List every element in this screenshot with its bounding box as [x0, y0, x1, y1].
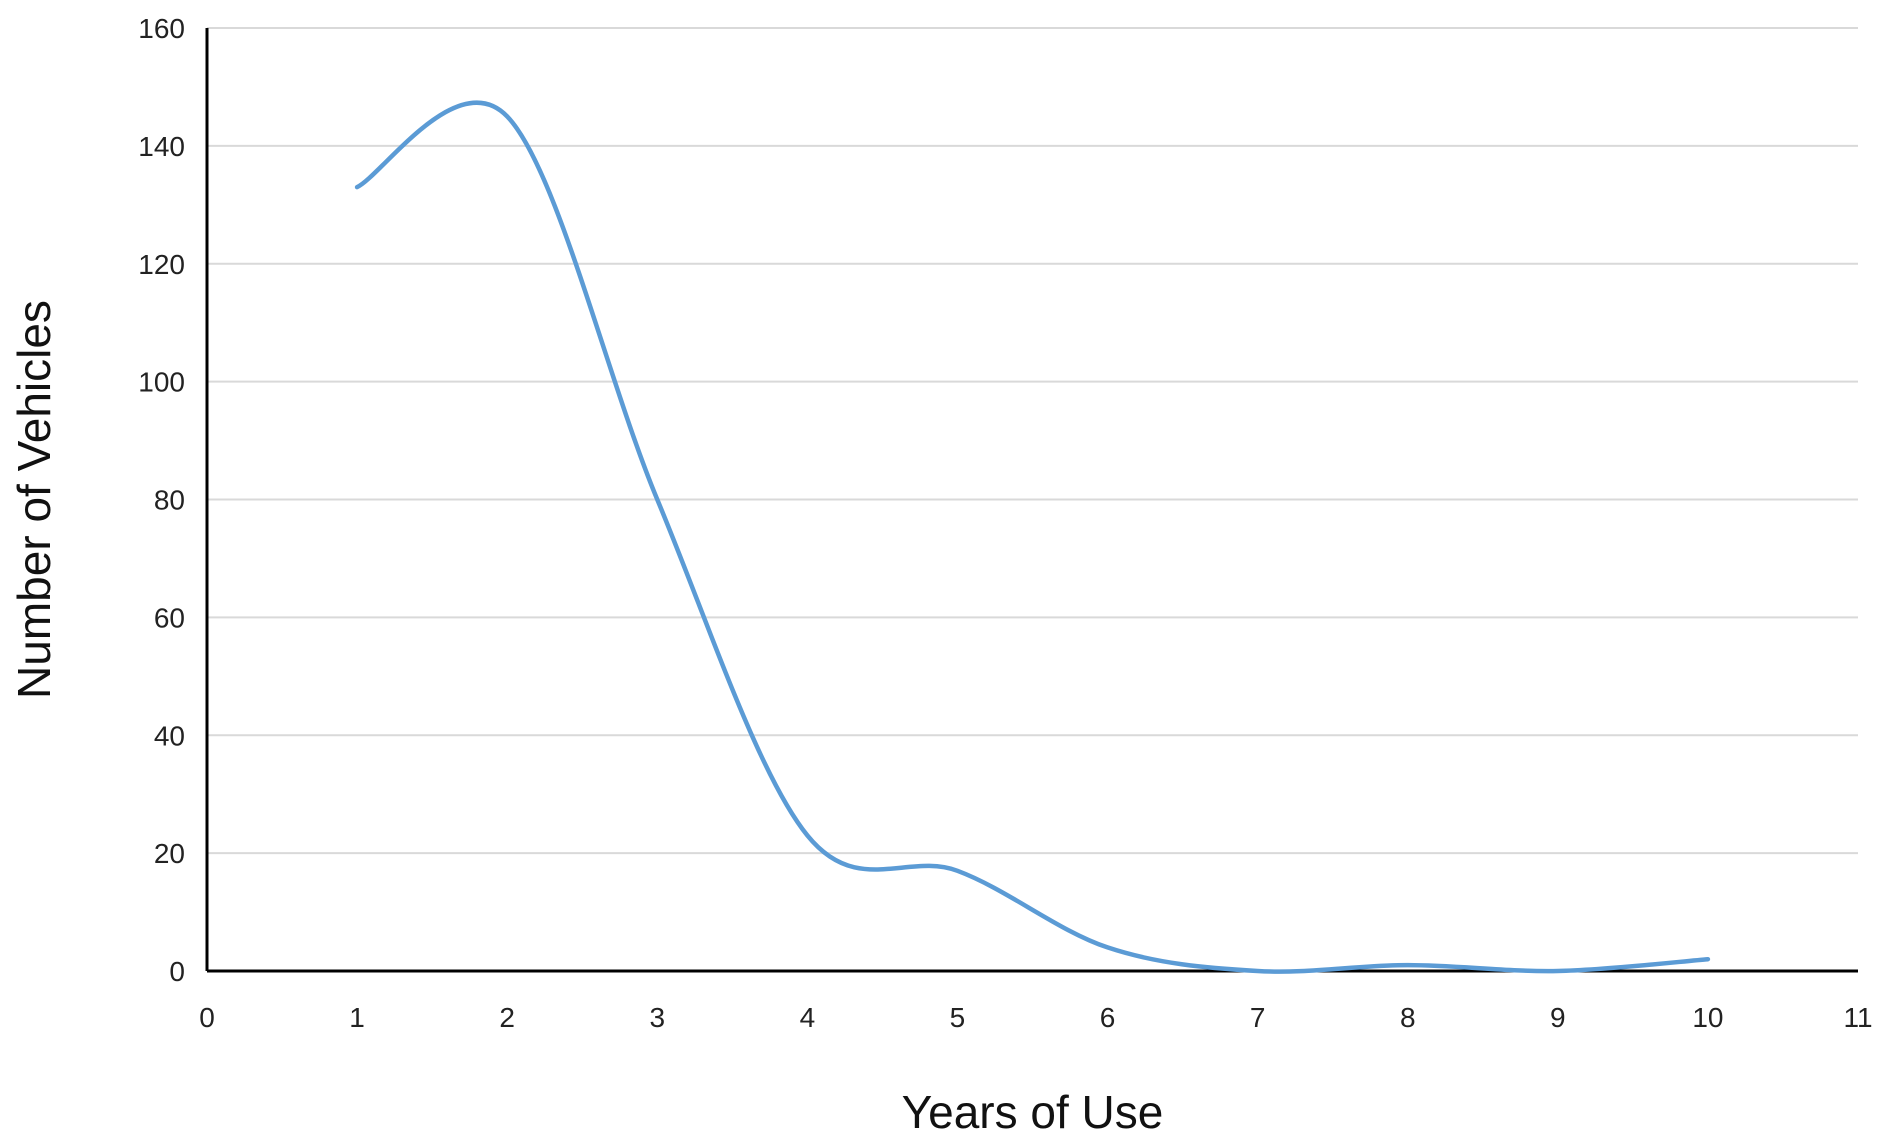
- y-tick-label: 60: [154, 602, 185, 633]
- x-axis-tick-labels: 0 1 2 3 4 5 6 7 8 9 10 11: [199, 1002, 1872, 1033]
- y-tick-label: 80: [154, 485, 185, 516]
- gridlines: [207, 27, 1858, 855]
- y-tick-label: 140: [138, 131, 185, 162]
- y-axis-title: Number of Vehicles: [8, 300, 60, 699]
- series-line: [354, 100, 1711, 974]
- y-tick-label: 120: [138, 249, 185, 280]
- y-tick-label: 0: [169, 956, 185, 987]
- y-tick-label: 20: [154, 838, 185, 869]
- x-axis-title: Years of Use: [902, 1086, 1164, 1138]
- x-tick-label: 4: [800, 1002, 816, 1033]
- x-tick-label: 8: [1400, 1002, 1416, 1033]
- x-tick-label: 10: [1692, 1002, 1723, 1033]
- x-tick-label: 5: [950, 1002, 966, 1033]
- x-tick-label: 1: [349, 1002, 365, 1033]
- x-tick-label: 11: [1843, 1002, 1872, 1033]
- x-tick-label: 0: [199, 1002, 215, 1033]
- x-tick-label: 3: [649, 1002, 665, 1033]
- x-tick-label: 9: [1550, 1002, 1566, 1033]
- x-tick-label: 7: [1250, 1002, 1266, 1033]
- y-axis-tick-labels: 0 20 40 60 80 100 120 140 160: [138, 13, 185, 987]
- x-tick-label: 6: [1100, 1002, 1116, 1033]
- x-tick-label: 2: [499, 1002, 515, 1033]
- y-tick-label: 160: [138, 13, 185, 44]
- y-tick-label: 40: [154, 720, 185, 751]
- y-tick-label: 100: [138, 367, 185, 398]
- series-group: [354, 100, 1711, 974]
